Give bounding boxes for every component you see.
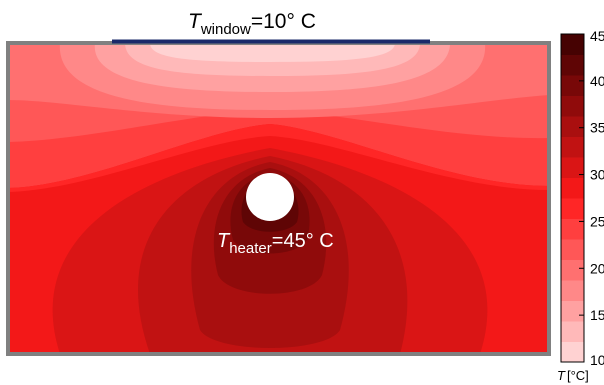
colorbar-cell — [561, 280, 584, 301]
colorbar-cell — [561, 75, 584, 96]
heater-temp-subscript: heater — [229, 240, 272, 257]
colorbar-cell — [561, 34, 584, 55]
colorbar-cells — [561, 34, 584, 363]
colorbar-label-symbol: T — [557, 368, 566, 383]
colorbar-cell — [561, 341, 584, 363]
colorbar-cell — [561, 136, 584, 158]
colorbar-label-unit: [°C] — [567, 368, 589, 383]
window-temp-value: =10° C — [251, 10, 316, 33]
colorbar-ticks: 10 15 20 25 30 35 40 45 — [579, 28, 604, 368]
heater-temp-symbol: T — [217, 230, 231, 252]
colorbar: 10 15 20 25 30 35 40 45 T [°C] — [557, 28, 604, 383]
window-temp-symbol: T — [188, 10, 203, 33]
colorbar-cell — [561, 177, 584, 199]
colorbar-cell — [561, 239, 584, 260]
colorbar-cell — [561, 321, 584, 342]
colorbar-cell — [561, 157, 584, 178]
colorbar-tick-label: 10 — [590, 352, 604, 368]
colorbar-tick-label: 25 — [590, 213, 604, 229]
colorbar-tick-label: 30 — [590, 167, 604, 183]
colorbar-tick-label: 35 — [590, 120, 604, 136]
heater-temperature-label: Theater=45° C — [217, 230, 334, 257]
colorbar-cell — [561, 218, 584, 240]
heater — [246, 173, 294, 221]
colorbar-cell — [561, 54, 584, 76]
colorbar-cell — [561, 95, 584, 117]
room-domain — [8, 43, 549, 354]
contour-bands — [8, 43, 549, 354]
colorbar-tick-label: 15 — [590, 307, 604, 323]
contour-band — [8, 124, 549, 192]
colorbar-label: T [°C] — [557, 368, 589, 383]
contour-band — [150, 43, 395, 62]
window-temp-subscript: window — [200, 21, 251, 38]
colorbar-cell — [561, 116, 584, 137]
colorbar-tick-label: 40 — [590, 73, 604, 89]
heater-temp-value: =45° C — [272, 230, 334, 252]
colorbar-tick-label: 45 — [590, 28, 604, 44]
window-temperature-label: Twindow=10° C — [188, 10, 316, 38]
colorbar-cell — [561, 259, 584, 281]
colorbar-tick-label: 20 — [590, 260, 604, 276]
colorbar-frame — [560, 33, 585, 363]
colorbar-cell — [561, 300, 584, 322]
colorbar-cell — [561, 198, 584, 219]
